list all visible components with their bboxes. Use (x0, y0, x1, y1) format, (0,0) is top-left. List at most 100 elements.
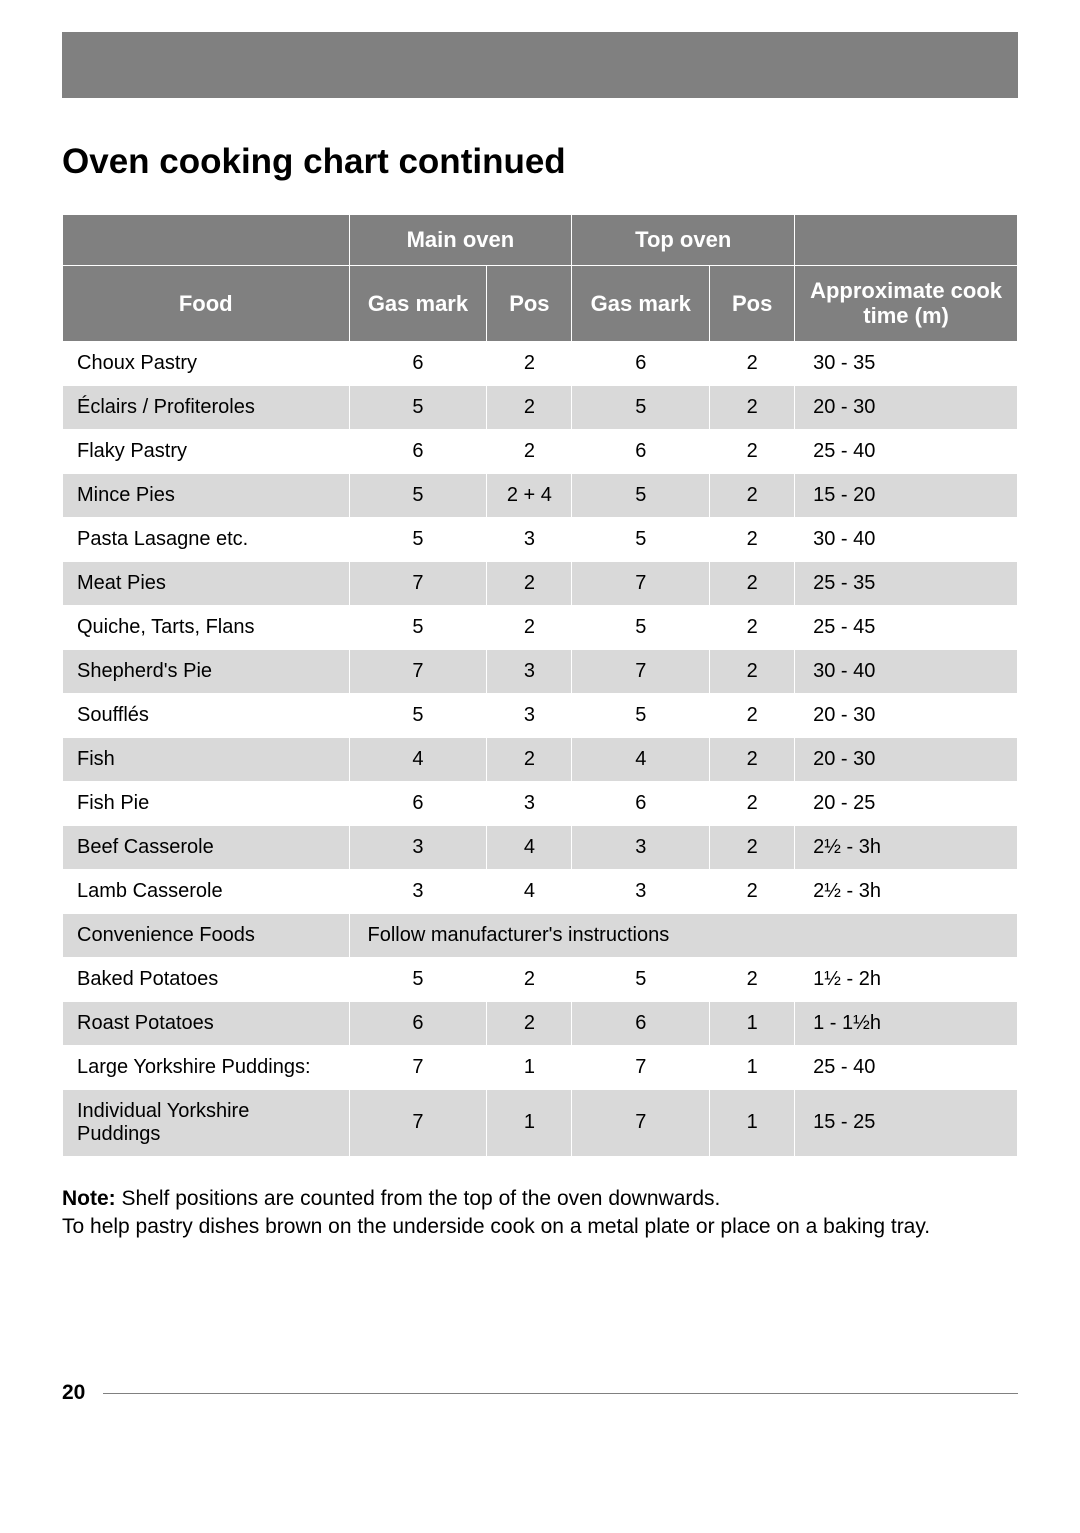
cell-time: 20 - 30 (795, 385, 1018, 429)
table-header: Main oven Top oven Food Gas mark Pos Gas… (63, 215, 1018, 342)
cell-main-pos: 2 (487, 1001, 572, 1045)
cell-top-gas: 3 (572, 825, 710, 869)
cell-food: Soufflés (63, 693, 350, 737)
cell-main-pos: 3 (487, 517, 572, 561)
table-row: Mince Pies52 + 45215 - 20 (63, 473, 1018, 517)
cell-main-pos: 2 (487, 605, 572, 649)
cell-time: 15 - 20 (795, 473, 1018, 517)
cell-top-pos: 2 (710, 957, 795, 1001)
cell-top-gas: 6 (572, 341, 710, 385)
cell-main-gas: 6 (349, 1001, 487, 1045)
cell-time: 20 - 30 (795, 737, 1018, 781)
cell-span-note: Follow manufacturer's instructions (349, 913, 1018, 957)
header-blank-food (63, 215, 350, 266)
page-title: Oven cooking chart continued (62, 142, 1018, 182)
header-approx-time: Approximate cook time (m) (795, 266, 1018, 342)
header-top-pos: Pos (710, 266, 795, 342)
cell-time: 20 - 25 (795, 781, 1018, 825)
cell-food: Lamb Casserole (63, 869, 350, 913)
cell-time: 25 - 40 (795, 429, 1018, 473)
cell-top-gas: 6 (572, 1001, 710, 1045)
cell-top-gas: 7 (572, 561, 710, 605)
table-row: Meat Pies727225 - 35 (63, 561, 1018, 605)
table-sub-header-row: Food Gas mark Pos Gas mark Pos Approxima… (63, 266, 1018, 342)
cell-time: 30 - 40 (795, 517, 1018, 561)
table-row: Convenience FoodsFollow manufacturer's i… (63, 913, 1018, 957)
cell-main-pos: 2 (487, 957, 572, 1001)
table-row: Roast Potatoes62611 - 1½h (63, 1001, 1018, 1045)
cell-top-gas: 7 (572, 649, 710, 693)
notes-block: Note: Shelf positions are counted from t… (62, 1185, 1018, 1242)
cell-top-pos: 2 (710, 341, 795, 385)
header-top-gas-mark: Gas mark (572, 266, 710, 342)
note-line-2: To help pastry dishes brown on the under… (62, 1215, 930, 1238)
cell-food: Quiche, Tarts, Flans (63, 605, 350, 649)
cell-top-gas: 3 (572, 869, 710, 913)
cell-main-pos: 2 (487, 561, 572, 605)
cell-top-pos: 2 (710, 385, 795, 429)
header-main-pos: Pos (487, 266, 572, 342)
cell-main-pos: 2 (487, 385, 572, 429)
cell-top-pos: 2 (710, 605, 795, 649)
table-row: Soufflés535220 - 30 (63, 693, 1018, 737)
cell-top-pos: 2 (710, 649, 795, 693)
cell-main-gas: 3 (349, 869, 487, 913)
cell-main-gas: 7 (349, 561, 487, 605)
cell-food: Individual Yorkshire Puddings (63, 1089, 350, 1156)
note-label: Note: (62, 1187, 122, 1210)
table-row: Shepherd's Pie737230 - 40 (63, 649, 1018, 693)
table-body: Choux Pastry626230 - 35Éclairs / Profite… (63, 341, 1018, 1156)
table-row: Éclairs / Profiteroles525220 - 30 (63, 385, 1018, 429)
cell-time: 25 - 40 (795, 1045, 1018, 1089)
cell-top-pos: 1 (710, 1045, 795, 1089)
cell-main-gas: 5 (349, 473, 487, 517)
cell-top-pos: 2 (710, 825, 795, 869)
cell-food: Roast Potatoes (63, 1001, 350, 1045)
cell-food: Meat Pies (63, 561, 350, 605)
cell-food: Pasta Lasagne etc. (63, 517, 350, 561)
cell-top-gas: 6 (572, 429, 710, 473)
page-container: Oven cooking chart continued Main oven T… (0, 32, 1080, 1445)
cell-top-pos: 2 (710, 693, 795, 737)
note-line-1: Shelf positions are counted from the top… (122, 1187, 721, 1210)
top-banner (62, 32, 1018, 98)
cell-food: Mince Pies (63, 473, 350, 517)
cell-time: 1 - 1½h (795, 1001, 1018, 1045)
header-main-oven: Main oven (349, 215, 572, 266)
cell-food: Fish (63, 737, 350, 781)
header-food: Food (63, 266, 350, 342)
cell-time: 15 - 25 (795, 1089, 1018, 1156)
page-footer: 20 (62, 1381, 1018, 1405)
cell-main-gas: 6 (349, 781, 487, 825)
table-row: Fish Pie636220 - 25 (63, 781, 1018, 825)
table-row: Flaky Pastry626225 - 40 (63, 429, 1018, 473)
cell-time: 30 - 35 (795, 341, 1018, 385)
cell-main-gas: 5 (349, 517, 487, 561)
cell-main-pos: 1 (487, 1089, 572, 1156)
table-group-header-row: Main oven Top oven (63, 215, 1018, 266)
cell-main-gas: 5 (349, 693, 487, 737)
cell-food: Beef Casserole (63, 825, 350, 869)
cell-time: 25 - 45 (795, 605, 1018, 649)
table-row: Fish424220 - 30 (63, 737, 1018, 781)
cell-main-gas: 4 (349, 737, 487, 781)
cell-top-gas: 5 (572, 385, 710, 429)
cooking-chart-table: Main oven Top oven Food Gas mark Pos Gas… (62, 214, 1018, 1157)
cell-top-gas: 7 (572, 1045, 710, 1089)
cell-food: Shepherd's Pie (63, 649, 350, 693)
cell-top-gas: 5 (572, 957, 710, 1001)
cell-main-gas: 7 (349, 649, 487, 693)
table-row: Individual Yorkshire Puddings717115 - 25 (63, 1089, 1018, 1156)
cell-top-gas: 5 (572, 605, 710, 649)
table-row: Quiche, Tarts, Flans525225 - 45 (63, 605, 1018, 649)
cell-main-gas: 7 (349, 1045, 487, 1089)
cell-top-gas: 5 (572, 693, 710, 737)
cell-top-pos: 1 (710, 1001, 795, 1045)
cell-main-pos: 3 (487, 781, 572, 825)
cell-time: 2½ - 3h (795, 869, 1018, 913)
cell-food: Baked Potatoes (63, 957, 350, 1001)
table-row: Pasta Lasagne etc.535230 - 40 (63, 517, 1018, 561)
cell-main-gas: 7 (349, 1089, 487, 1156)
cell-top-pos: 2 (710, 869, 795, 913)
cell-main-gas: 5 (349, 605, 487, 649)
